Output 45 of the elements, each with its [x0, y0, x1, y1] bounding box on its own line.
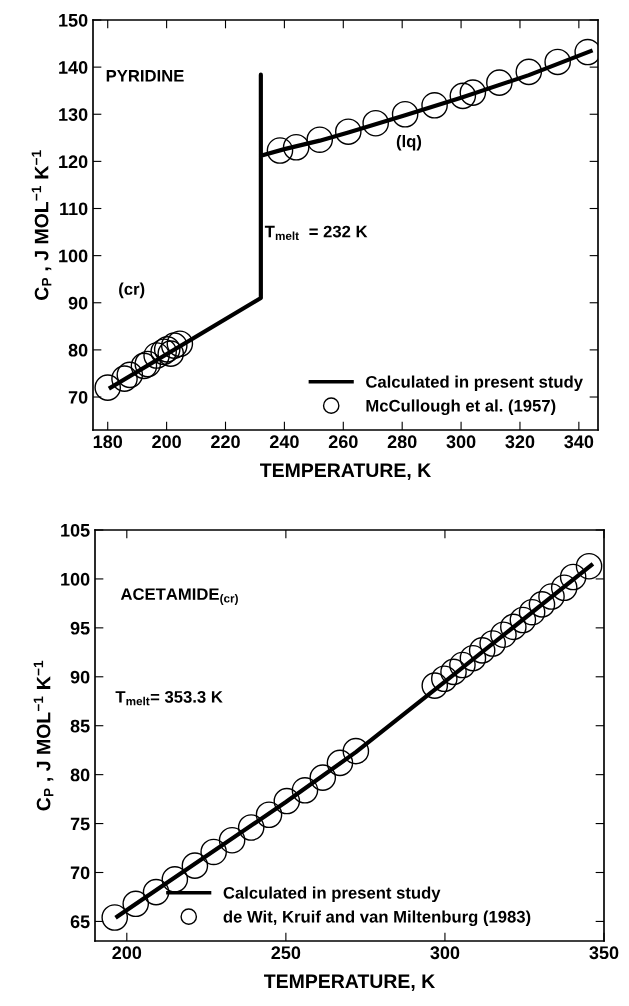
legend-label: de Wit, Kruif and van Miltenburg (1983)	[223, 910, 531, 926]
x-tick-label: 250	[271, 946, 301, 960]
y-tick-label: 80	[68, 343, 88, 357]
y-tick-label: 75	[70, 817, 90, 831]
annotation: T$_{melt}$ = 232 K	[264, 225, 368, 241]
y-tick-label: 100	[59, 249, 88, 263]
x-tick-label: 220	[211, 435, 240, 449]
x-tick-label: 260	[328, 435, 358, 449]
x-tick-label: 350	[589, 946, 619, 960]
y-tick-label: 105	[61, 523, 90, 537]
y-tick-label: 65	[70, 915, 90, 929]
x-tick-label: 280	[387, 435, 417, 449]
x-tick-label: 300	[446, 435, 476, 449]
x-tick-label: 180	[93, 435, 123, 449]
x-tick-label: 320	[505, 435, 535, 449]
y-axis-title: C$_{P}$ , J MOL$^{−1}$ K$^{−1}$	[33, 660, 54, 811]
y-tick-label: 85	[70, 719, 90, 733]
y-tick-label: 70	[70, 866, 90, 880]
annotation: (cr)	[119, 282, 145, 299]
legend-label: Calculated in present study	[366, 375, 583, 392]
annotation: (lq)	[396, 135, 422, 151]
x-tick-label: 200	[152, 435, 181, 449]
x-tick-label: 240	[269, 435, 299, 449]
y-tick-label: 90	[70, 670, 90, 684]
y-axis-title: C$_{P}$ , J MOL$^{−1}$ K$^{−1}$	[31, 150, 52, 300]
x-tick-label: 300	[430, 946, 460, 960]
y-tick-label: 150	[59, 13, 88, 27]
y-tick-label: 100	[61, 572, 90, 586]
annotation: T$_{melt}$= 353.3 K	[115, 690, 223, 706]
y-tick-label: 110	[60, 202, 88, 216]
x-tick-label: 340	[564, 435, 594, 449]
y-tick-label: 140	[59, 61, 88, 74]
y-tick-label: 70	[68, 390, 88, 404]
x-axis-title: TEMPERATURE, K	[260, 463, 432, 480]
y-tick-label: 120	[59, 155, 88, 169]
x-tick-label: 200	[112, 946, 142, 960]
annotation: PYRIDINE	[106, 70, 184, 82]
annotation: ACETAMIDE$_{(cr)}$	[120, 588, 238, 605]
x-axis-title: TEMPERATURE, K	[264, 974, 436, 991]
y-tick-label: 95	[70, 621, 90, 635]
legend-label: McCullough et al. (1957)	[366, 399, 556, 415]
y-tick-label: 130	[59, 108, 88, 121]
y-tick-label: 80	[70, 768, 90, 782]
y-tick-label: 90	[68, 296, 88, 310]
legend-label: Calculated in present study	[223, 886, 441, 903]
